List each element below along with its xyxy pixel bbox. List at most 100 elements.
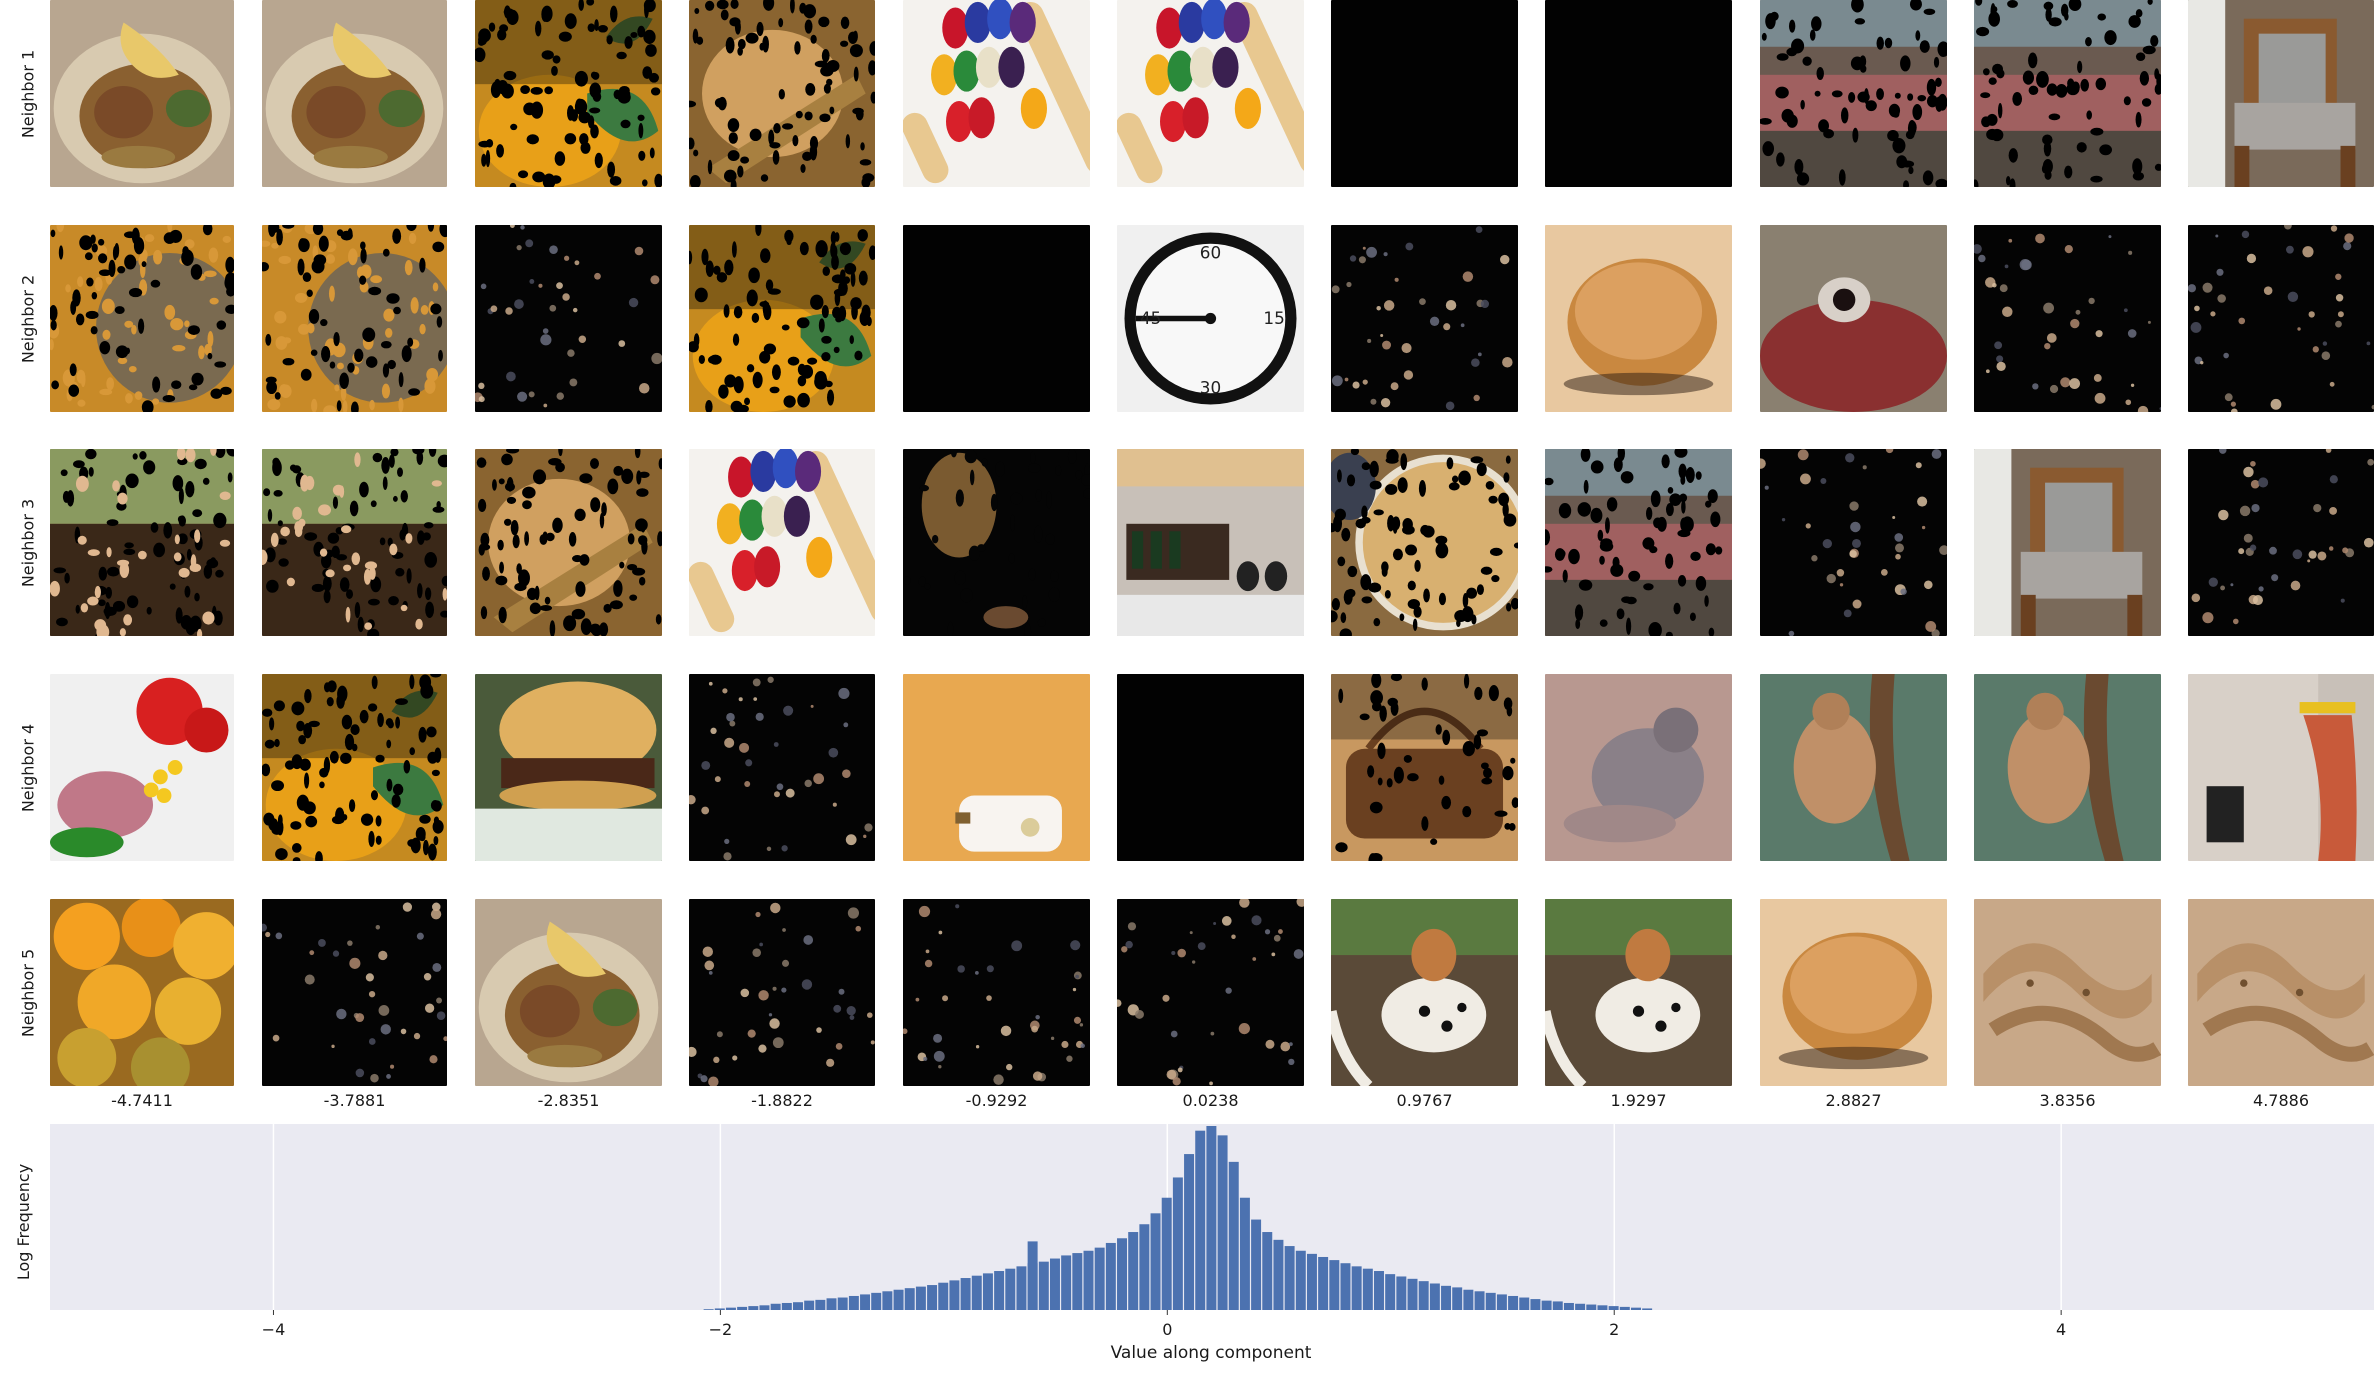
thumbnail-salad-tomato xyxy=(50,674,234,861)
column-value-label: 0.0238 xyxy=(1182,1091,1239,1110)
histogram-bar xyxy=(882,1291,893,1310)
thumbnail-black xyxy=(903,225,1090,412)
histogram-bar xyxy=(1150,1213,1161,1310)
histogram-bar xyxy=(1217,1135,1228,1310)
column-value-label: 0.9767 xyxy=(1396,1091,1453,1110)
histogram-bar xyxy=(1429,1283,1440,1310)
histogram-bar xyxy=(1284,1246,1295,1310)
histogram-bar xyxy=(1496,1294,1507,1310)
thumbnail-dog-dalmatian xyxy=(1545,899,1732,1086)
thumbnail-abacus xyxy=(1117,0,1304,187)
thumbnail-burger xyxy=(475,674,662,861)
thumbnail-dotted-citrus xyxy=(475,0,662,187)
histogram-bar xyxy=(737,1306,748,1310)
histogram-bar xyxy=(804,1300,815,1310)
histogram-bar xyxy=(1161,1197,1172,1310)
histogram-bar xyxy=(1016,1266,1027,1310)
x-tick-labels: −4 −2 0 2 4 xyxy=(262,1310,2066,1339)
histogram-bar xyxy=(848,1295,859,1310)
thumbnail-food-plate xyxy=(50,0,234,187)
x-tick-label: −4 xyxy=(262,1320,286,1339)
histogram-bar xyxy=(1396,1276,1407,1310)
histogram-bar xyxy=(1318,1256,1329,1310)
histogram-bar xyxy=(1295,1250,1306,1310)
histogram-bar xyxy=(1128,1232,1139,1310)
histogram-bar xyxy=(1206,1126,1217,1310)
row-label-neighbor-1: Neighbor 1 xyxy=(18,49,38,139)
thumbnail-black xyxy=(1331,0,1518,187)
histogram-bar xyxy=(1172,1177,1183,1310)
histogram-bar xyxy=(1362,1268,1373,1310)
thumbnail-dark-sparse xyxy=(475,225,662,412)
histogram-bar xyxy=(1552,1301,1563,1310)
histogram-bar xyxy=(1027,1241,1038,1310)
histogram-bar xyxy=(1139,1224,1150,1310)
x-tick-label: 0 xyxy=(1162,1320,1172,1339)
thumbnail-bread-roll xyxy=(1545,225,1732,412)
histogram-bar xyxy=(1485,1292,1496,1310)
thumbnail-bread-roll xyxy=(1760,899,1947,1086)
thumbnail-dotted-citrus xyxy=(262,674,447,861)
column-value-label: -0.9292 xyxy=(965,1091,1028,1110)
histogram-bar xyxy=(1251,1219,1262,1310)
thumbnail-abacus xyxy=(903,0,1090,187)
histogram-bar xyxy=(927,1285,938,1310)
thumbnail-dark-basket xyxy=(903,449,1090,636)
thumbnail-dotted-owl xyxy=(475,449,662,636)
thumbnail-dotted-market xyxy=(1760,0,1947,187)
histogram-bar xyxy=(1374,1271,1384,1310)
column-value-label: 1.9297 xyxy=(1610,1091,1667,1110)
histogram-bar xyxy=(1262,1232,1273,1310)
thumbnail-toilet-paper xyxy=(903,674,1090,861)
thumbnail-dark-sparse xyxy=(689,899,875,1086)
histogram-bar xyxy=(1083,1250,1094,1310)
histogram-bar xyxy=(915,1286,926,1310)
histogram-bar xyxy=(1340,1263,1351,1310)
histogram-chart: −4 −2 0 2 4 Value along component Log Freque… xyxy=(14,1124,2374,1363)
row-label-neighbor-5: Neighbor 5 xyxy=(18,948,38,1038)
histogram-bar xyxy=(748,1306,759,1310)
histogram-bar xyxy=(1642,1308,1653,1310)
row-label-neighbor-2: Neighbor 2 xyxy=(18,274,38,364)
thumbnail-dark-sparse xyxy=(1760,449,1947,636)
histogram-bar xyxy=(1273,1239,1284,1310)
histogram-bars xyxy=(703,1126,1653,1310)
histogram-bar xyxy=(1094,1247,1105,1310)
histogram-bar xyxy=(1329,1260,1340,1310)
thumbnail-black xyxy=(1545,0,1732,187)
thumbnail-dotted-bees xyxy=(262,225,447,412)
svg-text:15: 15 xyxy=(1263,308,1284,328)
thumbnail-armchair xyxy=(2188,0,2374,187)
column-value-label: -1.8822 xyxy=(751,1091,813,1110)
histogram-bar xyxy=(1418,1281,1429,1310)
histogram-bar xyxy=(1452,1287,1463,1310)
thumbnail-dotted-grass xyxy=(50,449,234,636)
thumbnail-monkey-tree xyxy=(1974,674,2161,861)
histogram-bar xyxy=(971,1275,982,1310)
histogram-bar xyxy=(1508,1295,1519,1310)
thumbnail-dotted-bees xyxy=(50,225,234,412)
histogram-bar xyxy=(1072,1253,1083,1310)
histogram-bar xyxy=(1184,1154,1195,1310)
histogram-bar xyxy=(1061,1255,1072,1310)
thumbnail-dotted-market xyxy=(1974,0,2161,187)
thumbnail-dark-sparse xyxy=(1117,899,1304,1086)
x-tick-label: −2 xyxy=(709,1320,733,1339)
histogram-bar xyxy=(770,1303,781,1310)
histogram-bar xyxy=(1586,1304,1597,1310)
thumbnail-dark-sparse xyxy=(689,674,875,861)
thumbnail-dark-sparse xyxy=(262,899,447,1086)
thumbnail-dark-sparse xyxy=(903,899,1090,1086)
thumbnail-monkey-tree xyxy=(1760,674,1947,861)
histogram-bar xyxy=(1049,1258,1060,1310)
histogram-bar xyxy=(1407,1278,1418,1310)
histogram-bar xyxy=(960,1278,971,1310)
svg-text:60: 60 xyxy=(1200,243,1221,263)
svg-text:45: 45 xyxy=(1140,308,1161,328)
histogram-bar xyxy=(1117,1238,1127,1310)
histogram-bar xyxy=(994,1271,1005,1310)
histogram-bar xyxy=(714,1308,725,1310)
histogram-bar xyxy=(1306,1253,1317,1310)
thumbnail-abacus xyxy=(689,449,875,636)
y-axis-label: Log Frequency xyxy=(14,1164,33,1280)
